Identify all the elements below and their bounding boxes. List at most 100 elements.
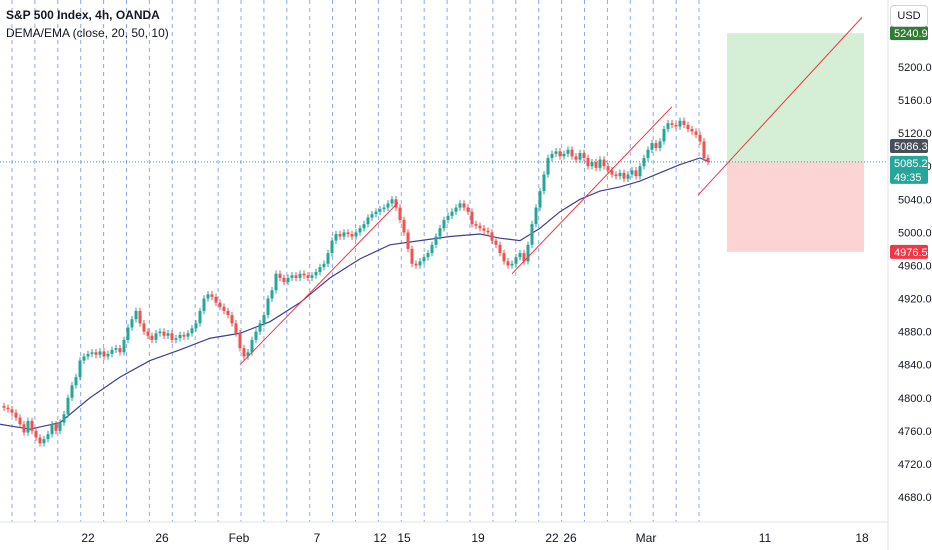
candle-up — [178, 334, 182, 339]
ema-line — [0, 157, 711, 430]
target-price-tag — [890, 26, 928, 41]
candle-up — [42, 439, 46, 444]
candle-up — [386, 203, 390, 208]
candle-down — [146, 331, 150, 336]
candle-down — [634, 170, 638, 177]
candle-up — [666, 123, 670, 130]
candle-down — [402, 219, 406, 233]
candle-up — [330, 240, 334, 254]
candle-up — [514, 257, 518, 264]
time-tick-label: 22 — [81, 531, 95, 545]
candle-down — [94, 352, 98, 355]
candle-down — [226, 310, 230, 316]
candle-down — [474, 224, 478, 226]
candle-down — [570, 149, 574, 157]
candle-down — [654, 143, 658, 149]
candle-up — [434, 236, 438, 245]
candle-up — [166, 333, 170, 336]
candle-down — [2, 406, 6, 408]
currency-button[interactable]: USD — [890, 5, 928, 27]
candle-up — [50, 424, 54, 435]
indicator-legend[interactable]: DEMA/EMA (close, 20, 50, 10) — [6, 26, 169, 40]
candle-down — [54, 424, 58, 431]
candle-up — [310, 275, 314, 278]
candle-down — [478, 225, 482, 229]
candle-down — [278, 273, 282, 278]
candle-down — [462, 203, 466, 208]
candle-up — [566, 149, 570, 154]
candle-up — [354, 232, 358, 237]
loss-zone — [727, 161, 864, 252]
candle-down — [586, 157, 590, 167]
candle-up — [62, 414, 66, 423]
candle-up — [542, 174, 546, 192]
price-tick-label: 4800.0 — [898, 393, 932, 405]
candle-down — [222, 306, 226, 311]
candle-down — [670, 123, 674, 125]
price-tick-label: 5000.0 — [898, 227, 932, 239]
price-tick-label: 5040.0 — [898, 194, 932, 206]
candle-up — [82, 356, 86, 361]
candle-up — [530, 224, 534, 245]
candle-down — [346, 232, 350, 235]
candle-up — [642, 157, 646, 167]
candle-up — [454, 207, 458, 212]
candle-up — [342, 232, 346, 237]
time-tick-label: 26 — [155, 531, 169, 545]
candle-up — [662, 129, 666, 142]
candle-down — [506, 261, 510, 266]
candle-down — [502, 253, 506, 262]
time-axis[interactable]: 22 26 Feb 7 12 15 19 22 26 Mar 11 18 — [81, 531, 869, 545]
candle-down — [182, 334, 186, 337]
candle-up — [446, 215, 450, 220]
time-tick-label: 12 — [373, 531, 387, 545]
candle-down — [38, 437, 42, 444]
candle-down — [698, 134, 702, 142]
candle-up — [206, 294, 210, 299]
trend-lines — [239, 17, 863, 366]
candle-up — [262, 315, 266, 324]
candle-up — [246, 352, 250, 357]
position-zones — [0, 33, 888, 252]
candle-up — [90, 352, 94, 354]
candle-down — [470, 211, 474, 225]
candle-up — [86, 353, 90, 357]
candle-up — [438, 228, 442, 237]
candle-down — [338, 234, 342, 237]
candle-down — [410, 248, 414, 264]
candle-up — [318, 267, 322, 273]
candle-up — [374, 211, 378, 215]
candle-up — [270, 290, 274, 299]
candle-up — [430, 244, 434, 254]
candle-up — [358, 228, 362, 233]
candle-down — [610, 170, 614, 175]
candle-down — [294, 275, 298, 278]
candle-down — [214, 296, 218, 303]
candle-up — [334, 234, 338, 241]
candle-up — [518, 253, 522, 258]
candle-up — [618, 172, 622, 177]
candle-down — [602, 159, 606, 167]
candle-up — [650, 143, 654, 150]
time-tick-label: 15 — [397, 531, 411, 545]
candle-down — [606, 166, 610, 171]
candle-down — [170, 333, 174, 340]
candle-up — [250, 339, 254, 353]
candle-down — [302, 273, 306, 276]
candle-up — [290, 275, 294, 278]
candle-down — [398, 207, 402, 220]
candle-down — [558, 151, 562, 157]
candle-up — [130, 319, 134, 328]
trend-line — [511, 106, 673, 275]
chart-title: S&P 500 Index, 4h, OANDA — [6, 8, 160, 22]
price-tick-label: 5160.0 — [898, 95, 932, 107]
candle-up — [418, 261, 422, 266]
candle-up — [98, 351, 102, 355]
candle-up — [66, 397, 70, 415]
candle-down — [482, 228, 486, 231]
candle-up — [390, 199, 394, 204]
time-tick-label: 18 — [855, 531, 869, 545]
candle-down — [150, 335, 154, 340]
price-axis[interactable]: 5200.05160.05120.05080.05040.05000.04960… — [898, 62, 932, 504]
